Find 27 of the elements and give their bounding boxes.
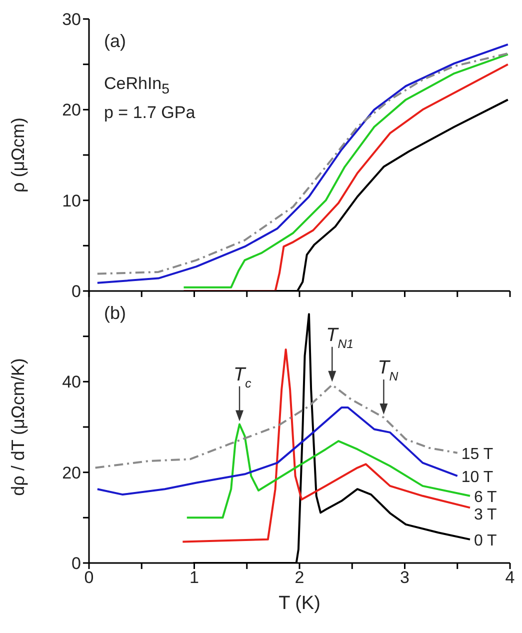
series-label: 15 T (461, 446, 494, 463)
series-label: 6 T (474, 488, 498, 506)
y-tick-label: 20 (62, 463, 81, 482)
x-tick-label: 3 (400, 568, 410, 588)
annotation: CeRhIn$_{5}$ (104, 74, 171, 98)
annotation: T$_{N}$ (378, 357, 398, 384)
series-label: 3 T (474, 506, 498, 524)
annotation: T$_{N1}$ (326, 324, 354, 351)
y-axis-title: ρ (μΩcm) (8, 117, 28, 193)
annotation: T$_{c}$ (234, 364, 252, 390)
annotation: (b) (104, 303, 126, 324)
y-tick-label: 20 (62, 100, 81, 120)
x-axis-title: T (K) (278, 593, 320, 614)
y-tick-label: 10 (62, 191, 81, 210)
series-label: 0 T (474, 532, 498, 550)
y-axis-title: dρ / dT (μΩcm/K) (8, 358, 28, 496)
annotation: p = 1.7 GPa (104, 103, 196, 124)
y-tick-label: 0 (72, 554, 81, 574)
annotation: (a) (104, 31, 127, 52)
x-tick-label: 0 (84, 568, 94, 588)
y-tick-label: 30 (62, 10, 81, 30)
series-label: 10 T (461, 468, 494, 486)
x-tick-label: 4 (505, 568, 515, 588)
x-tick-label: 1 (190, 568, 199, 588)
x-tick-label: 2 (294, 568, 304, 588)
y-tick-label: 0 (72, 282, 81, 302)
y-tick-label: 40 (62, 372, 81, 392)
